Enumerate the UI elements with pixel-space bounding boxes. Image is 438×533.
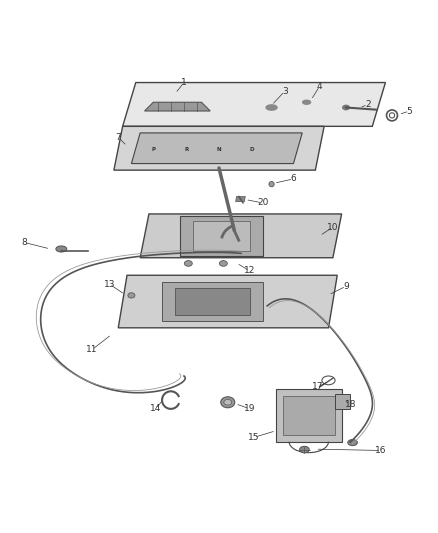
Text: D: D xyxy=(250,147,254,151)
Text: 6: 6 xyxy=(290,174,297,183)
Text: 3: 3 xyxy=(282,87,288,96)
Ellipse shape xyxy=(343,106,350,110)
Ellipse shape xyxy=(219,261,227,266)
Polygon shape xyxy=(145,102,210,111)
Text: 17: 17 xyxy=(312,383,323,391)
Ellipse shape xyxy=(221,397,235,408)
Polygon shape xyxy=(236,197,245,201)
Text: 4: 4 xyxy=(317,82,322,91)
Text: 19: 19 xyxy=(244,405,255,414)
Polygon shape xyxy=(193,221,250,251)
Text: 14: 14 xyxy=(150,405,161,414)
Polygon shape xyxy=(283,395,335,435)
Text: 13: 13 xyxy=(104,279,115,288)
Text: 5: 5 xyxy=(406,107,413,116)
Text: 20: 20 xyxy=(257,198,268,207)
Text: 11: 11 xyxy=(86,345,98,354)
Text: 10: 10 xyxy=(327,223,339,231)
Polygon shape xyxy=(335,393,350,409)
Text: 16: 16 xyxy=(375,446,387,455)
Text: N: N xyxy=(217,147,221,151)
Ellipse shape xyxy=(184,261,192,266)
Ellipse shape xyxy=(269,182,274,187)
Text: 15: 15 xyxy=(248,433,260,442)
Polygon shape xyxy=(180,216,263,255)
Ellipse shape xyxy=(348,440,357,446)
Ellipse shape xyxy=(56,246,67,252)
Polygon shape xyxy=(140,214,342,258)
Polygon shape xyxy=(131,133,302,164)
Text: 12: 12 xyxy=(244,266,255,276)
Polygon shape xyxy=(114,126,324,170)
Text: 7: 7 xyxy=(115,133,121,142)
Ellipse shape xyxy=(303,100,311,104)
Polygon shape xyxy=(175,288,250,314)
Ellipse shape xyxy=(128,293,135,298)
Ellipse shape xyxy=(300,446,309,453)
Text: 1: 1 xyxy=(181,78,187,87)
Polygon shape xyxy=(276,389,342,442)
Ellipse shape xyxy=(266,105,277,110)
Polygon shape xyxy=(118,275,337,328)
Text: 2: 2 xyxy=(365,100,371,109)
Polygon shape xyxy=(123,83,385,126)
Text: 9: 9 xyxy=(343,282,349,290)
Text: R: R xyxy=(184,147,188,151)
Ellipse shape xyxy=(224,399,232,405)
Text: 18: 18 xyxy=(345,400,356,409)
Text: P: P xyxy=(151,147,155,151)
Polygon shape xyxy=(162,282,263,321)
Text: 8: 8 xyxy=(21,238,27,247)
